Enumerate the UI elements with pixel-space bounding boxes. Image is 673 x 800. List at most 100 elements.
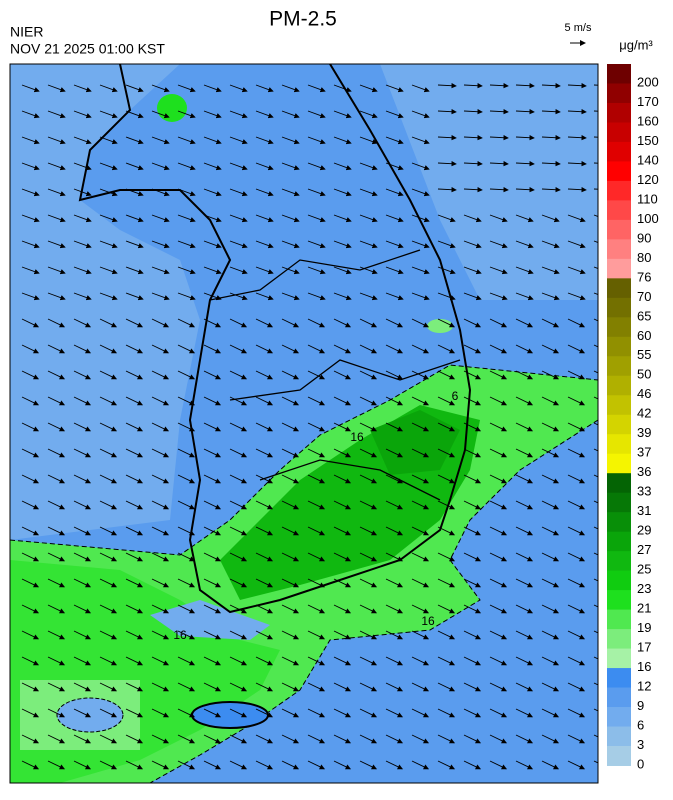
wind-arrow <box>515 734 534 744</box>
wind-arrow <box>333 500 352 510</box>
wind-arrow <box>307 292 326 301</box>
unit: μg/m³ <box>619 37 653 52</box>
wind-arrow <box>281 682 300 692</box>
contour-line <box>10 364 598 556</box>
wind-arrow <box>567 474 586 484</box>
wind-arrow <box>125 396 144 406</box>
wind-arrow <box>21 500 40 510</box>
wind-arrow <box>151 162 170 171</box>
colorbar-label: 37 <box>637 445 651 460</box>
wind-arrow <box>333 162 352 171</box>
wind-arrow <box>593 760 598 764</box>
wind-arrow <box>255 630 274 640</box>
wind-arrow <box>359 500 378 510</box>
wind-arrow <box>125 240 144 249</box>
wind-arrow <box>307 266 326 275</box>
wind-arrow <box>541 214 560 223</box>
wind-arrow <box>73 84 92 93</box>
wind-arrow <box>567 448 586 458</box>
colorbar-cell <box>607 83 631 104</box>
colorbar-label: 42 <box>637 406 651 421</box>
colorbar: 2001701601501401201101009080767065605550… <box>607 64 659 771</box>
wind-arrow <box>333 708 352 718</box>
colorbar-cell <box>607 200 631 221</box>
field-spot <box>427 319 453 333</box>
colorbar-label: 31 <box>637 503 651 518</box>
wind-arrow <box>593 708 598 712</box>
contour-line <box>149 419 598 783</box>
colorbar-label: 120 <box>637 172 659 187</box>
wind-arrow <box>281 656 300 666</box>
colorbar-cell <box>607 297 631 318</box>
wind-arrow <box>385 526 404 536</box>
wind-arrow <box>489 396 508 406</box>
wind-arrow <box>229 578 248 588</box>
wind-arrow <box>567 682 586 692</box>
wind-arrow <box>307 578 326 588</box>
wind-arrow <box>125 474 144 484</box>
wind-arrow <box>21 656 40 666</box>
wind-arrow <box>463 318 482 328</box>
wind-arrow <box>21 630 40 640</box>
wind-arrow <box>333 214 352 223</box>
wind-arrow <box>229 84 248 93</box>
field-west-sea <box>10 64 200 540</box>
wind-arrow <box>73 474 92 484</box>
wind-arrow <box>73 708 92 718</box>
wind-arrow <box>73 396 92 406</box>
wind-arrow <box>203 136 222 145</box>
wind-arrow <box>385 370 404 380</box>
wind-arrow <box>255 552 274 562</box>
wind-arrow <box>359 292 378 301</box>
wind-arrow <box>567 656 586 666</box>
wind-arrow <box>489 160 509 167</box>
wind-arrow <box>307 188 326 197</box>
field-blue-patch <box>150 600 270 640</box>
wind-arrow <box>229 136 248 145</box>
wind-arrow <box>307 734 326 744</box>
wind-arrow <box>333 474 352 484</box>
colorbar-label: 23 <box>637 581 651 596</box>
wind-arrow <box>177 448 196 458</box>
wind-arrow <box>151 422 170 432</box>
wind-arrow <box>385 500 404 510</box>
wind-arrow <box>463 108 483 115</box>
wind-arrow <box>385 84 404 93</box>
wind-arrow <box>541 108 561 115</box>
wind-arrow <box>47 162 66 171</box>
wind-arrow <box>567 318 586 328</box>
wind-arrow <box>437 708 456 718</box>
wind-arrow <box>229 162 248 171</box>
wind-arrow <box>541 552 560 562</box>
wind-arrow <box>307 656 326 666</box>
wind-arrow <box>515 370 534 380</box>
wind-arrow <box>125 682 144 692</box>
wind-arrow <box>567 134 587 141</box>
wind-arrow <box>255 162 274 171</box>
wind-arrow <box>281 266 300 275</box>
wind-arrow <box>99 292 118 301</box>
wind-arrow <box>567 186 587 193</box>
wind-arrow <box>151 266 170 275</box>
wind-arrow <box>359 318 378 328</box>
wind-arrow <box>47 214 66 223</box>
wind-arrow <box>463 370 482 380</box>
wind-arrow <box>73 760 92 770</box>
wind-arrow <box>489 240 508 249</box>
wind-arrow <box>203 760 222 770</box>
wind-arrow <box>229 240 248 249</box>
wind-arrow <box>593 266 598 269</box>
wind-arrow <box>47 656 66 666</box>
colorbar-label: 6 <box>637 717 644 732</box>
wind-arrow <box>463 214 482 223</box>
wind-arrow <box>99 162 118 171</box>
wind-arrow <box>177 110 196 119</box>
wind-arrow <box>541 292 560 301</box>
colorbar-cell <box>607 609 631 630</box>
wind-arrow <box>203 448 222 458</box>
wind-arrow <box>177 734 196 744</box>
wind-arrow <box>333 396 352 406</box>
wind-arrow <box>47 708 66 718</box>
wind-arrow <box>99 448 118 458</box>
